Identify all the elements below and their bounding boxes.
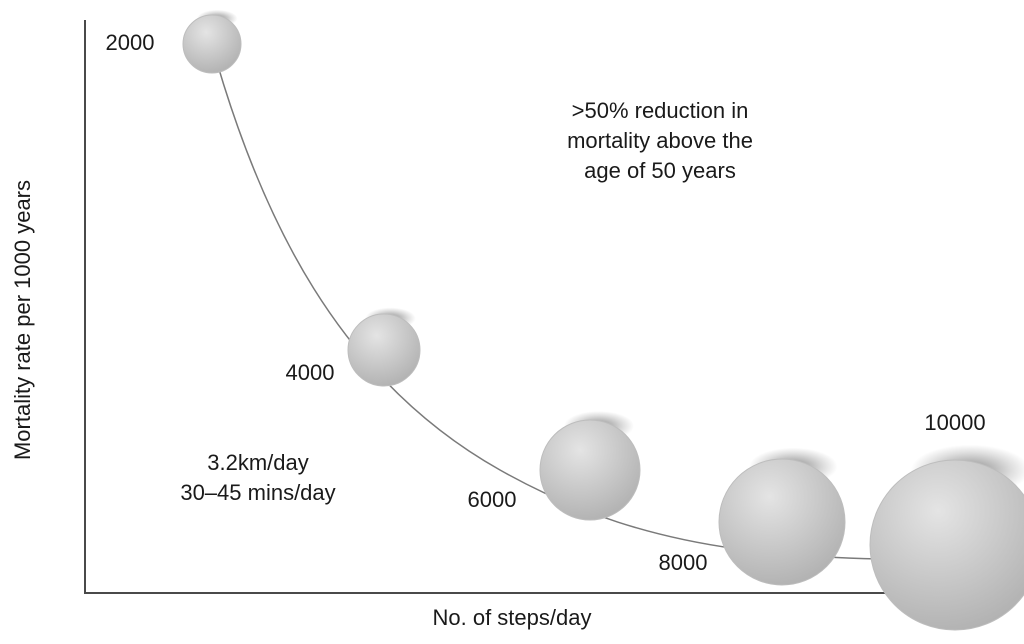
bubble-point <box>540 420 640 520</box>
chart-container: 2000 4000 6000 8000 10000 No. of steps/day M… <box>0 0 1024 644</box>
bubble-label: 10000 <box>924 410 985 435</box>
bubble-point <box>719 459 845 585</box>
annotation-reduction-note: >50% reduction inmortality above theage … <box>567 98 753 183</box>
x-axis-label: No. of steps/day <box>433 605 592 630</box>
y-axis-label: Mortality rate per 1000 years <box>10 180 35 460</box>
bubble-series: 2000 4000 6000 8000 10000 <box>106 10 1024 630</box>
mortality-steps-chart: 2000 4000 6000 8000 10000 No. of steps/day M… <box>0 0 1024 644</box>
bubble-label: 8000 <box>659 550 708 575</box>
annotations: >50% reduction inmortality above theage … <box>180 98 753 505</box>
annotation-distance-note: 3.2km/day30–45 mins/day <box>180 450 335 505</box>
bubble-label: 2000 <box>106 30 155 55</box>
bubble-point <box>870 460 1024 630</box>
bubble-point <box>348 314 420 386</box>
bubble-label: 4000 <box>286 360 335 385</box>
bubble-point <box>183 15 241 73</box>
bubble-label: 6000 <box>468 487 517 512</box>
axes <box>85 20 1010 593</box>
